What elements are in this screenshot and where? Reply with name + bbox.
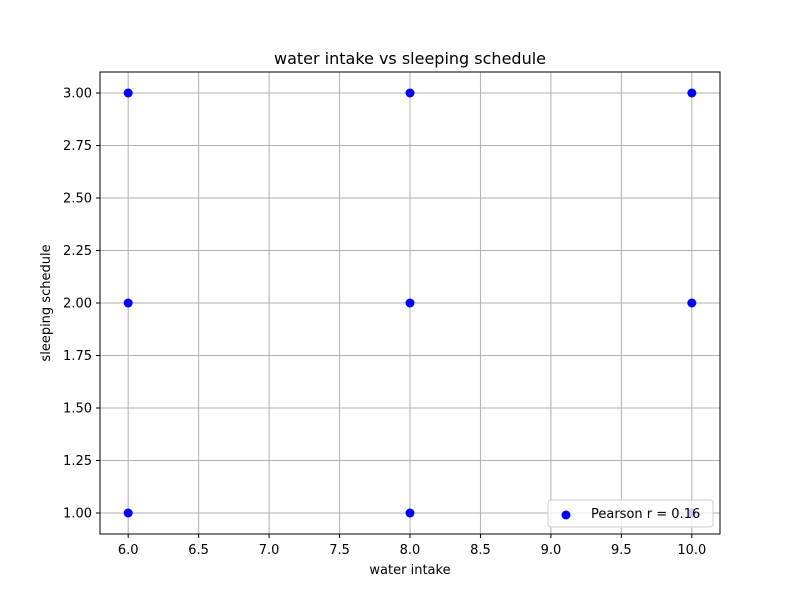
x-axis-ticks: 6.0 6.5 7.0 7.5 8.0 8.5 9.0 9.5 10.0 <box>118 534 706 558</box>
y-tick-label: 1.25 <box>63 454 92 469</box>
x-tick-label: 8.5 <box>470 543 491 558</box>
legend-label: Pearson r = 0.16 <box>591 507 700 522</box>
x-tick-label: 7.0 <box>259 543 280 558</box>
scatter-point <box>687 298 697 308</box>
y-tick-label: 2.25 <box>63 244 92 259</box>
scatter-point <box>687 88 697 98</box>
x-tick-label: 8.0 <box>400 543 421 558</box>
scatter-point <box>123 298 133 308</box>
y-tick-label: 3.00 <box>63 87 92 102</box>
y-tick-label: 1.75 <box>63 349 92 364</box>
x-tick-label: 9.5 <box>611 543 632 558</box>
y-tick-label: 2.50 <box>63 192 92 207</box>
data-points <box>123 88 697 518</box>
legend: Pearson r = 0.16 <box>547 499 714 528</box>
y-axis-ticks: 1.00 1.25 1.50 1.75 2.00 2.25 2.50 2.75 3.00 <box>63 87 100 522</box>
scatter-point <box>123 88 133 98</box>
y-tick-label: 2.75 <box>63 139 92 154</box>
x-tick-label: 6.0 <box>118 543 139 558</box>
x-tick-label: 10.0 <box>677 543 706 558</box>
scatter-point <box>405 508 415 518</box>
x-axis-label: water intake <box>369 563 450 578</box>
legend-marker <box>561 510 571 520</box>
chart-title: water intake vs sleeping schedule <box>274 49 546 68</box>
y-axis-label: sleeping schedule <box>39 244 54 361</box>
legend-box <box>547 499 714 528</box>
scatter-point <box>123 508 133 518</box>
scatter-point <box>405 298 415 308</box>
scatter-point <box>405 88 415 98</box>
y-tick-label: 1.00 <box>63 507 92 522</box>
x-tick-label: 6.5 <box>188 543 209 558</box>
y-tick-label: 2.00 <box>63 297 92 312</box>
x-tick-label: 9.0 <box>541 543 562 558</box>
x-tick-label: 7.5 <box>329 543 350 558</box>
y-tick-label: 1.50 <box>63 402 92 417</box>
